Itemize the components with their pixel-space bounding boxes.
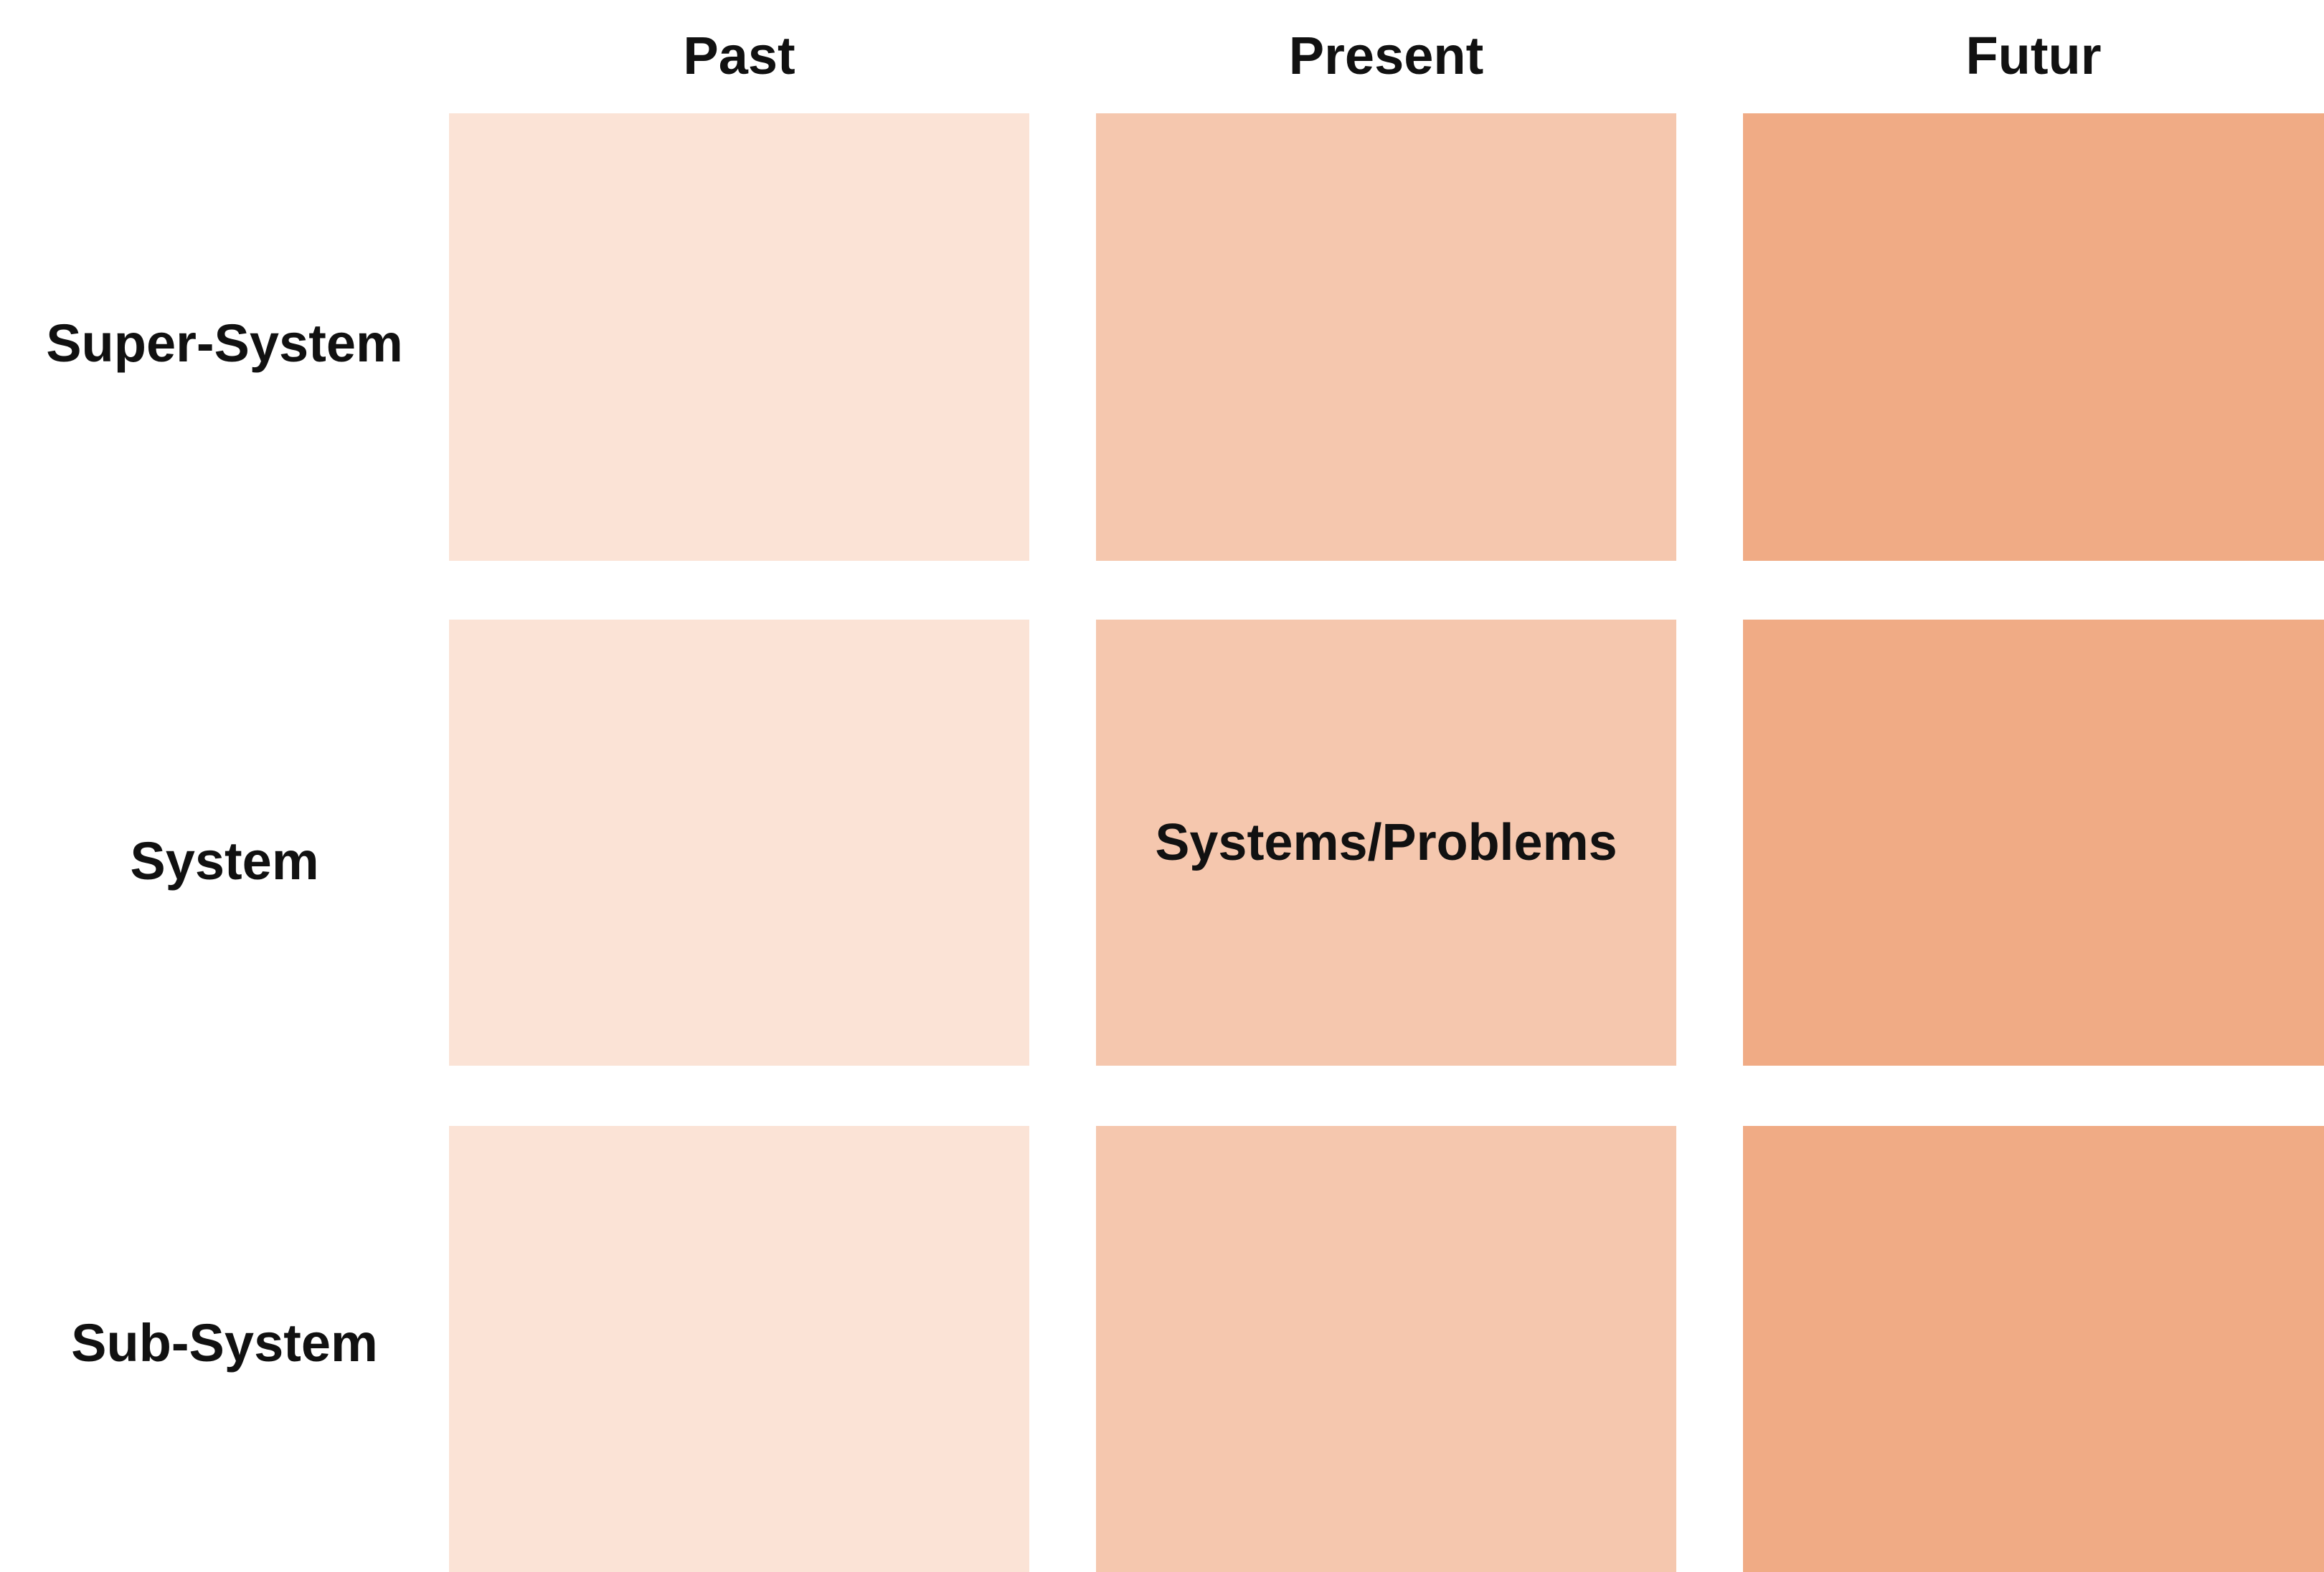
cell-system-present: Systems/Problems bbox=[1096, 620, 1676, 1066]
column-header-past: Past bbox=[683, 25, 795, 85]
cell-super-system-future bbox=[1743, 113, 2324, 561]
cell-system-past bbox=[449, 620, 1029, 1066]
cell-system-future bbox=[1743, 620, 2324, 1066]
row-label-super-system: Super-System bbox=[46, 313, 403, 373]
cell-super-system-past bbox=[449, 113, 1029, 561]
column-header-future: Futur bbox=[1965, 25, 2102, 85]
row-label-sub-system: Sub-System bbox=[71, 1312, 378, 1373]
row-label-system: System bbox=[130, 830, 319, 891]
column-header-present: Present bbox=[1288, 25, 1484, 85]
cell-sub-system-future bbox=[1743, 1126, 2324, 1572]
cell-text-systems-problems: Systems/Problems bbox=[1155, 814, 1617, 871]
cell-sub-system-present bbox=[1096, 1126, 1676, 1572]
cell-sub-system-past bbox=[449, 1126, 1029, 1572]
cell-super-system-present bbox=[1096, 113, 1676, 561]
